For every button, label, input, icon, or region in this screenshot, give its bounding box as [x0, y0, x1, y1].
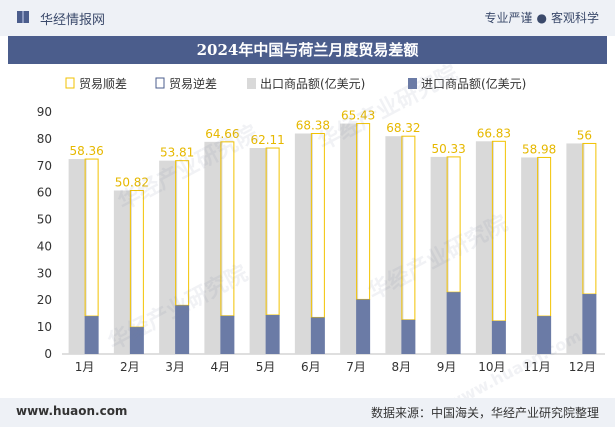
x-tick-label: 11月 [523, 360, 550, 374]
export-bar [204, 141, 223, 354]
surplus-bar [175, 160, 190, 306]
surplus-data-label: 66.83 [477, 126, 511, 140]
import-bar [220, 315, 235, 354]
footer-bar: www.huaon.com 数据来源：中国海关，华经产业研究院整理 [0, 398, 615, 427]
surplus-data-label: 50.33 [431, 142, 465, 156]
import-bar [175, 305, 190, 354]
export-bar [159, 160, 178, 354]
surplus-bar [265, 147, 280, 316]
y-tick-label: 80 [37, 132, 52, 146]
surplus-data-label: 68.38 [296, 119, 330, 133]
x-tick-label: 7月 [346, 360, 366, 374]
legend-label: 进口商品额(亿美元) [421, 76, 526, 91]
x-tick-label: 6月 [301, 360, 321, 374]
y-tick-label: 90 [37, 105, 52, 119]
import-bar [446, 292, 461, 354]
title-bar: 2024年中国与荷兰月度贸易差额 [8, 36, 607, 64]
surplus-bar [491, 140, 506, 322]
surplus-data-label: 50.82 [115, 176, 149, 190]
legend-label: 贸易逆差 [169, 76, 217, 91]
export-bar [521, 157, 540, 354]
data-source: 数据来源：中国海关，华经产业研究院整理 [370, 406, 599, 420]
legend-swatch [155, 77, 165, 89]
surplus-bar [356, 123, 371, 300]
surplus-bar [129, 190, 144, 328]
x-tick-label: 9月 [437, 360, 457, 374]
import-bar [491, 320, 506, 354]
x-tick-label: 4月 [211, 360, 231, 374]
tagline-dot-icon: ● [536, 11, 547, 25]
export-bar [68, 159, 87, 354]
legend-swatch [408, 78, 417, 89]
import-bar [84, 316, 99, 354]
surplus-data-label: 65.43 [341, 109, 375, 123]
x-tick-label: 5月 [256, 360, 276, 374]
import-bar [265, 315, 280, 354]
x-tick-label: 2月 [120, 360, 140, 374]
tagline-left: 专业严谨 [484, 11, 533, 25]
tagline: 专业严谨 ● 客观科学 [484, 9, 599, 26]
surplus-data-label: 58.98 [522, 142, 556, 156]
legend-label: 贸易顺差 [79, 77, 127, 91]
surplus-data-label: 64.66 [205, 127, 239, 141]
surplus-bar [537, 156, 552, 317]
legend-swatch [247, 78, 256, 89]
import-bar [310, 317, 325, 354]
brand-name: 华经情报网 [40, 13, 106, 28]
chart-title: 2024年中国与荷兰月度贸易差额 [196, 41, 419, 59]
surplus-data-label: 56 [577, 128, 592, 142]
top-bar: 华经情报网 专业严谨 ● 客观科学 [0, 0, 615, 36]
surplus-bar [310, 133, 325, 318]
y-tick-label: 40 [37, 239, 52, 253]
surplus-data-label: 68.32 [386, 121, 420, 135]
surplus-bar [220, 141, 235, 317]
import-bar [582, 294, 597, 354]
tagline-right: 客观科学 [550, 11, 599, 25]
y-tick-label: 0 [44, 347, 52, 361]
export-bar [566, 143, 585, 354]
x-tick-label: 10月 [478, 360, 505, 374]
y-tick-label: 50 [37, 213, 52, 227]
export-bar [340, 123, 359, 354]
y-tick-label: 60 [37, 186, 52, 200]
y-tick-label: 20 [37, 293, 52, 307]
x-tick-label: 8月 [392, 360, 412, 374]
import-bar [537, 316, 552, 354]
x-tick-label: 12月 [569, 360, 596, 374]
import-bar [401, 319, 416, 354]
x-tick-label: 3月 [165, 360, 185, 374]
footer-url: www.huaon.com [16, 404, 128, 418]
surplus-data-label: 62.11 [250, 133, 284, 147]
x-tick-label: 1月 [75, 360, 95, 374]
legend-label: 出口商品额(亿美元) [260, 76, 365, 91]
surplus-data-label: 53.81 [160, 146, 194, 160]
export-bar [294, 133, 313, 354]
surplus-bar [84, 158, 99, 317]
import-bar [356, 299, 371, 354]
export-bar [113, 190, 132, 354]
export-bar [249, 148, 268, 354]
trade-balance-chart: 贸易顺差 贸易逆差 出口商品额(亿美元) 进口商品额(亿美元) 0 10 20 30 40 50 6… [37, 76, 605, 374]
surplus-bar [582, 142, 597, 295]
export-bar [475, 141, 494, 354]
export-bar [430, 156, 449, 354]
y-tick-label: 10 [37, 320, 52, 334]
import-bar [129, 327, 144, 354]
huajing-logo-icon [17, 11, 29, 23]
surplus-data-label: 58.36 [69, 144, 103, 158]
surplus-bar [401, 135, 416, 321]
surplus-bar [446, 156, 461, 293]
y-tick-label: 70 [37, 159, 52, 173]
export-bar [385, 136, 404, 354]
y-tick-label: 30 [37, 266, 52, 280]
legend-swatch [65, 77, 75, 89]
